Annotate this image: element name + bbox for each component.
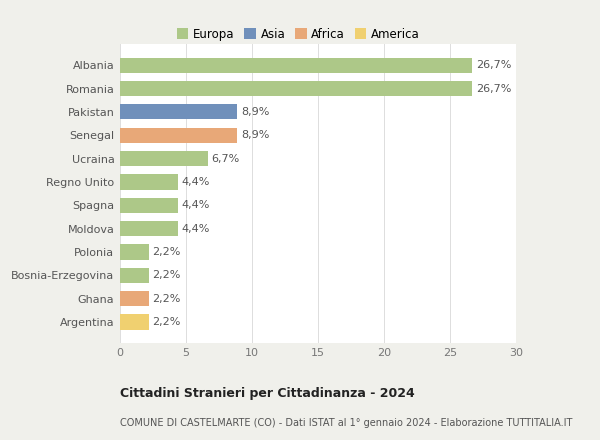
Text: 4,4%: 4,4% xyxy=(181,177,210,187)
Text: Cittadini Stranieri per Cittadinanza - 2024: Cittadini Stranieri per Cittadinanza - 2… xyxy=(120,387,415,400)
Text: 2,2%: 2,2% xyxy=(152,247,181,257)
Text: 26,7%: 26,7% xyxy=(476,84,511,94)
Bar xyxy=(120,151,208,166)
Bar xyxy=(120,244,149,260)
Text: 6,7%: 6,7% xyxy=(212,154,240,164)
Bar xyxy=(120,221,178,236)
Text: 2,2%: 2,2% xyxy=(152,270,181,280)
Bar xyxy=(120,104,238,120)
Text: 26,7%: 26,7% xyxy=(476,60,511,70)
Bar xyxy=(120,268,149,283)
Bar xyxy=(120,291,149,306)
Bar xyxy=(120,174,178,190)
Bar xyxy=(120,315,149,330)
Legend: Europa, Asia, Africa, America: Europa, Asia, Africa, America xyxy=(172,23,425,45)
Bar xyxy=(120,198,178,213)
Bar xyxy=(120,128,238,143)
Text: 2,2%: 2,2% xyxy=(152,317,181,327)
Text: COMUNE DI CASTELMARTE (CO) - Dati ISTAT al 1° gennaio 2024 - Elaborazione TUTTIT: COMUNE DI CASTELMARTE (CO) - Dati ISTAT … xyxy=(120,418,572,428)
Text: 2,2%: 2,2% xyxy=(152,293,181,304)
Text: 8,9%: 8,9% xyxy=(241,107,269,117)
Text: 4,4%: 4,4% xyxy=(181,224,210,234)
Text: 4,4%: 4,4% xyxy=(181,200,210,210)
Text: 8,9%: 8,9% xyxy=(241,130,269,140)
Bar xyxy=(120,58,472,73)
Bar xyxy=(120,81,472,96)
